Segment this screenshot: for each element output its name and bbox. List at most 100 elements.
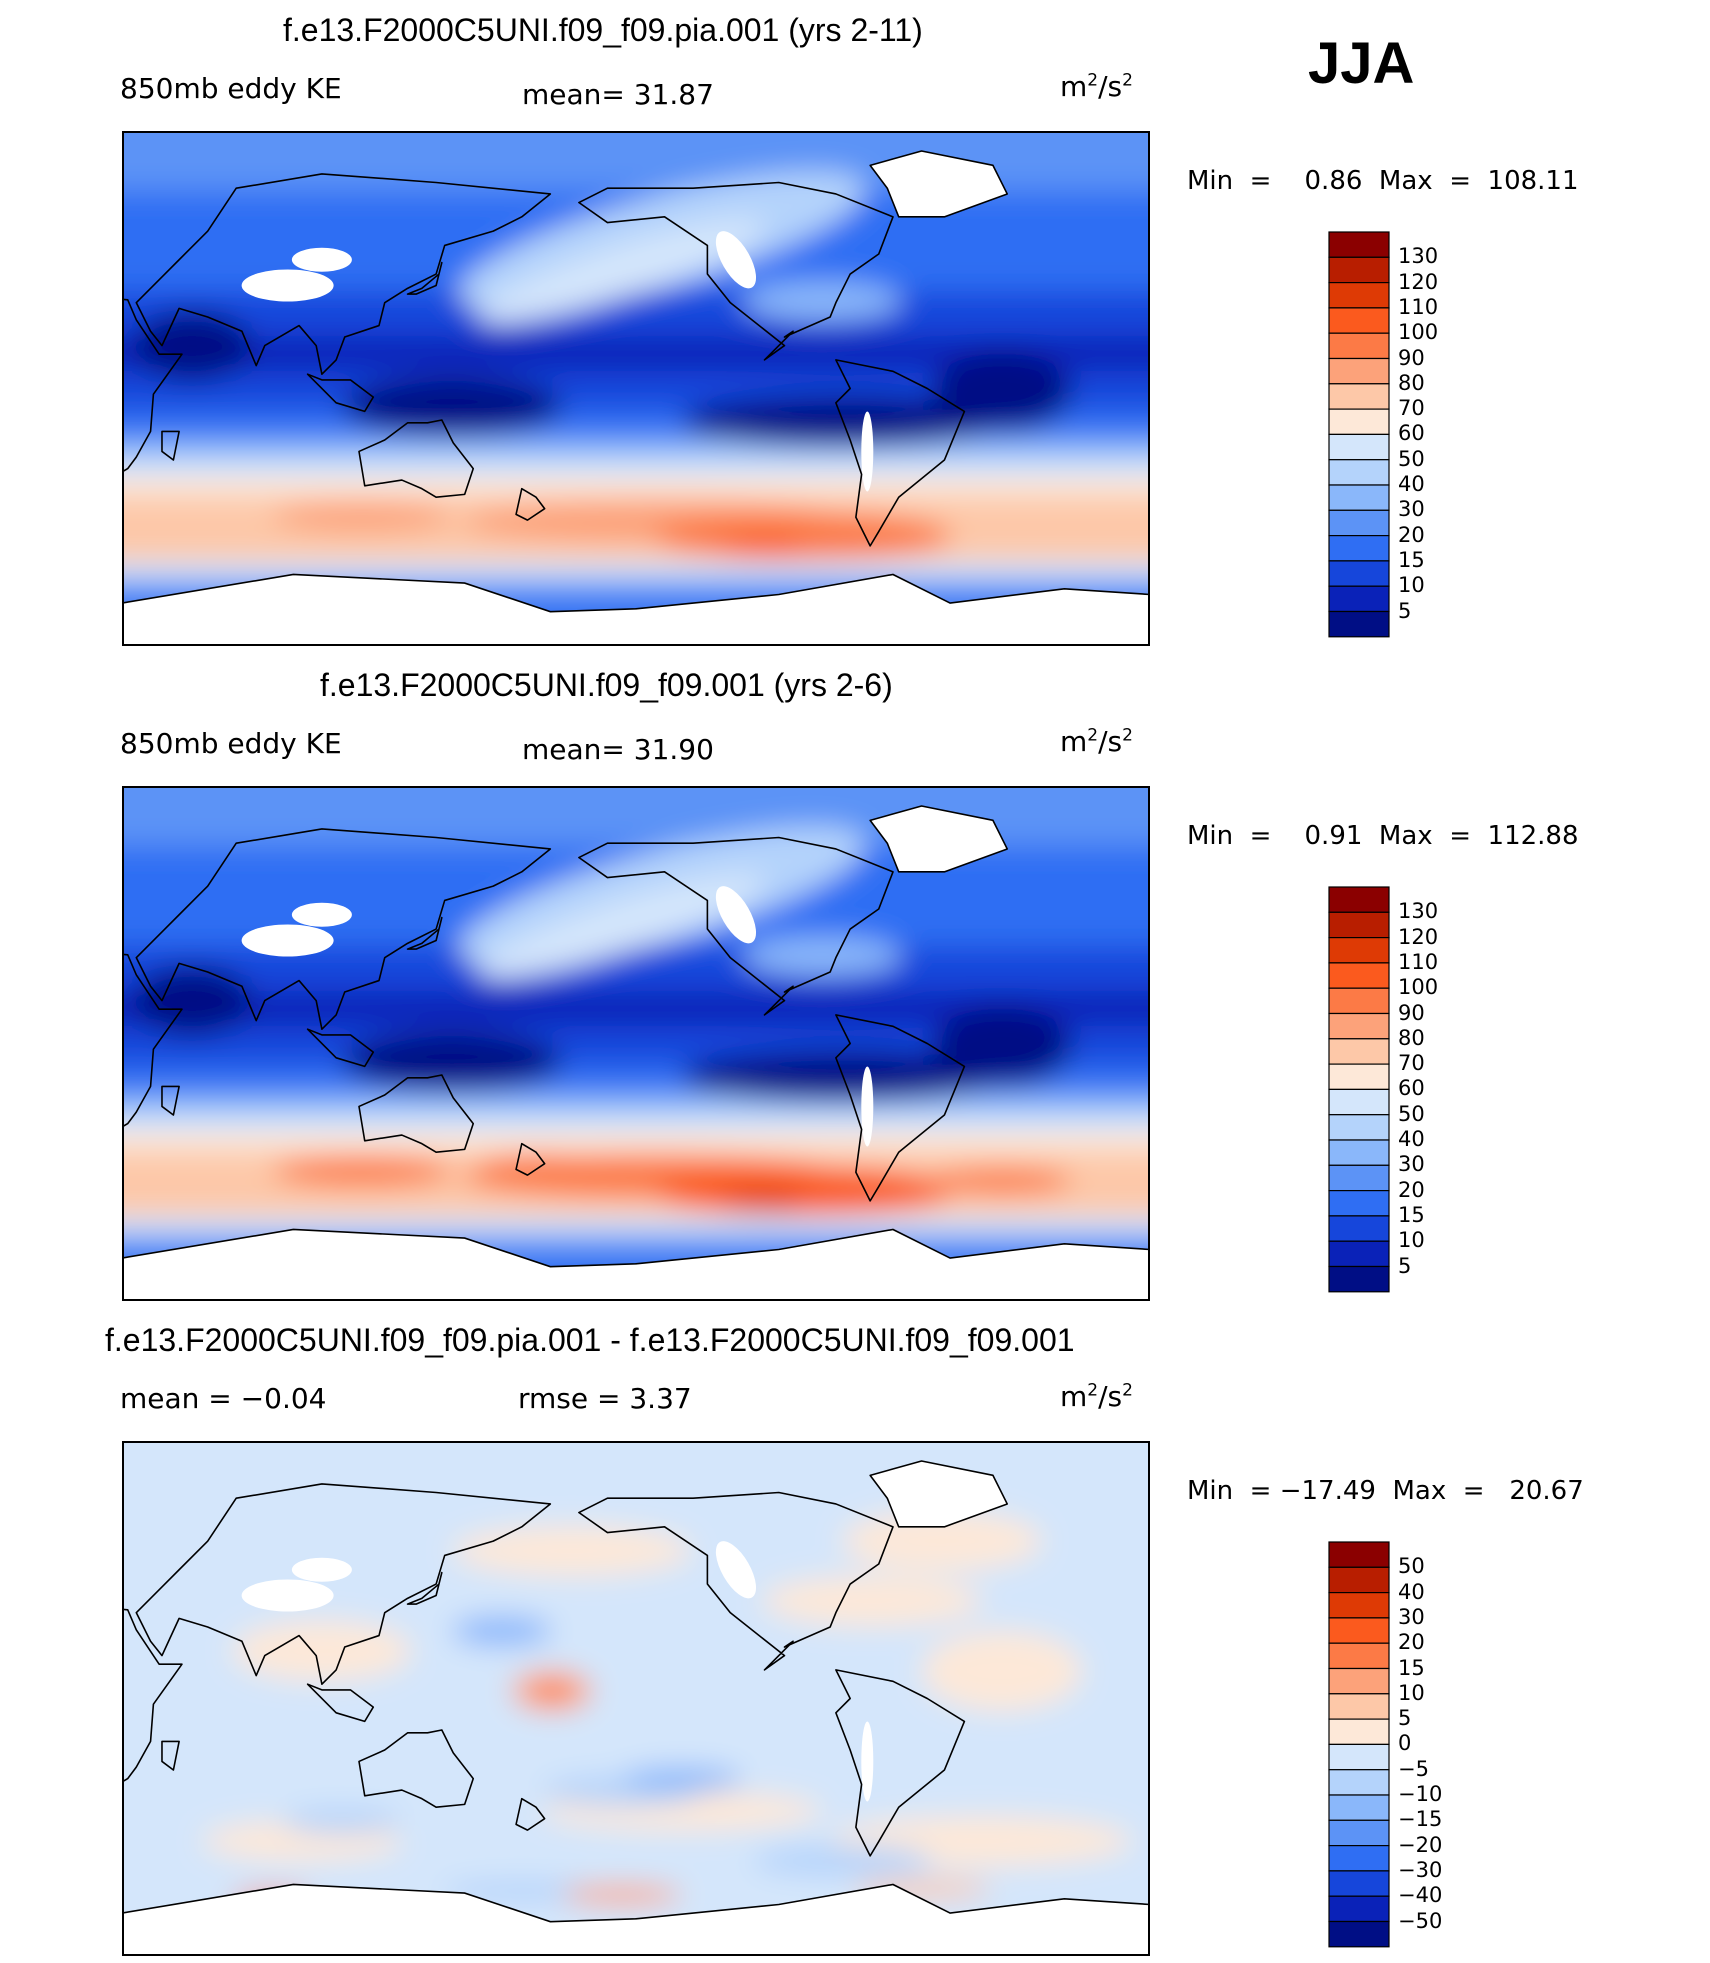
colorbar-tick-label: 90 [1398, 1000, 1425, 1025]
colorbar-tick-label: 130 [1398, 244, 1439, 269]
colorbar-tick-label: −20 [1398, 1832, 1443, 1857]
season-label: JJA [1308, 31, 1415, 96]
panel1-mean-label: mean= 31.87 [522, 78, 714, 111]
colorbar-tick-label: 80 [1398, 370, 1425, 395]
colorbar-swatch [1328, 1190, 1390, 1217]
colorbar-swatch [1328, 911, 1390, 939]
colorbar-tick-label: 130 [1398, 899, 1439, 924]
colorbar-swatch [1328, 962, 1390, 989]
colorbar-tick-label: 70 [1398, 396, 1425, 421]
colorbar-tick-label: 50 [1398, 446, 1425, 471]
panel2-variable-label: 850mb eddy KE [120, 727, 342, 760]
colorbar-tick-label: 0 [1398, 1731, 1412, 1756]
colorbar-swatch [1328, 1088, 1390, 1116]
colorbar-tick-label: 30 [1398, 1604, 1425, 1629]
colorbar-tick-label: 90 [1398, 345, 1425, 370]
colorbar-swatch [1328, 1038, 1390, 1065]
colorbar-swatch [1328, 1743, 1390, 1771]
colorbar-swatch [1328, 1566, 1390, 1594]
panel3-minmax: Min = −17.49 Max = 20.67 [1187, 1476, 1584, 1506]
colorbar-swatch [1328, 1845, 1390, 1872]
colorbar-tick-label: 50 [1398, 1554, 1425, 1579]
panel2-mean-label: mean= 31.90 [522, 733, 714, 766]
colorbar-swatch [1328, 1693, 1390, 1720]
panel1-title: f.e13.F2000C5UNI.f09_f09.pia.001 (yrs 2-… [283, 12, 923, 48]
colorbar-tick-label: 20 [1398, 522, 1425, 547]
colorbar-swatch [1328, 433, 1390, 461]
colorbar-tick-label: 40 [1398, 1579, 1425, 1604]
colorbar-swatch [1328, 1139, 1390, 1166]
colorbar-swatch [1328, 408, 1390, 436]
panel1-variable-label: 850mb eddy KE [120, 72, 342, 105]
colorbar-swatch [1328, 1215, 1390, 1242]
colorbar-swatch [1328, 357, 1390, 385]
colorbar-svg [1328, 231, 1390, 638]
colorbar-svg [1328, 886, 1390, 1293]
colorbar-tick-label: 100 [1398, 975, 1439, 1000]
colorbar-svg [1328, 1541, 1390, 1948]
colorbar-swatch [1328, 987, 1390, 1015]
colorbar-tick-label: 10 [1398, 1228, 1425, 1253]
colorbar-tick-label: 5 [1398, 1253, 1412, 1278]
colorbar-swatch [1328, 610, 1390, 638]
colorbar-tick-label: 110 [1398, 949, 1439, 974]
colorbar-tick-label: 40 [1398, 472, 1425, 496]
colorbar-swatch [1328, 535, 1390, 562]
colorbar-swatch [1328, 1012, 1390, 1040]
colorbar-tick-label: 110 [1398, 294, 1439, 319]
panel2-units: m2/s2 [1060, 725, 1133, 758]
colorbar-tick-label: 10 [1398, 573, 1425, 598]
colorbar-tick-label: −40 [1398, 1883, 1443, 1908]
colorbar-tick-label: 30 [1398, 497, 1425, 522]
colorbar-tick-label: 120 [1398, 269, 1439, 294]
colorbar-swatch [1328, 585, 1390, 613]
colorbar-tick-label: 5 [1398, 1706, 1412, 1731]
panel1-minmax: Min = 0.86 Max = 108.11 [1187, 166, 1579, 196]
colorbar-swatch [1328, 509, 1390, 537]
colorbar-tick-label: −30 [1398, 1857, 1443, 1882]
colorbar-swatch [1328, 484, 1390, 511]
colorbar-swatch [1328, 1718, 1390, 1746]
colorbar-swatch [1328, 1265, 1390, 1293]
colorbar-swatch [1328, 231, 1390, 258]
colorbar-tick-label: 30 [1398, 1152, 1425, 1177]
colorbar-swatch [1328, 1769, 1390, 1796]
colorbar-swatch [1328, 1240, 1390, 1268]
map-svg [122, 1441, 1150, 1956]
colorbar-swatch [1328, 256, 1390, 284]
colorbar-swatch [1328, 383, 1390, 410]
panel2-minmax: Min = 0.91 Max = 112.88 [1187, 821, 1579, 851]
colorbar-swatch [1328, 560, 1390, 587]
panel3-map [122, 1441, 1150, 1956]
colorbar-swatch [1328, 459, 1390, 486]
colorbar-swatch [1328, 1920, 1390, 1948]
colorbar-swatch [1328, 886, 1390, 913]
colorbar-tick-label: 15 [1398, 547, 1425, 572]
colorbar-swatch [1328, 1870, 1390, 1897]
panel1-colorbar: 130 120 110 100 90 80 70 60 50 40 30 20 15 10 5 [1328, 231, 1438, 643]
colorbar-tick-label: 60 [1398, 421, 1425, 446]
colorbar-tick-label: 120 [1398, 924, 1439, 949]
panel3-units: m2/s2 [1060, 1380, 1133, 1413]
colorbar-swatch [1328, 1541, 1390, 1568]
colorbar-swatch [1328, 281, 1390, 309]
colorbar-tick-label: 10 [1398, 1680, 1425, 1705]
panel3-colorbar: 50 40 30 20 15 10 5 0 −5 −10 −15 −20 −30 −40 −50 [1328, 1541, 1442, 1953]
colorbar-tick-label: 50 [1398, 1101, 1425, 1126]
colorbar-tick-label: 60 [1398, 1076, 1425, 1101]
panel3-mean-label: mean = −0.04 [120, 1382, 327, 1415]
panel1-units: m2/s2 [1060, 70, 1133, 103]
map-svg [122, 786, 1150, 1301]
colorbar-tick-label: −5 [1398, 1756, 1429, 1781]
panel3-title: f.e13.F2000C5UNI.f09_f09.pia.001 - f.e13… [105, 1322, 1075, 1358]
colorbar-tick-label: 40 [1398, 1127, 1425, 1151]
colorbar-swatch [1328, 1794, 1390, 1821]
colorbar-tick-label: 80 [1398, 1025, 1425, 1050]
colorbar-tick-label: 15 [1398, 1655, 1425, 1680]
colorbar-swatch [1328, 1063, 1390, 1091]
colorbar-swatch [1328, 1819, 1390, 1847]
colorbar-tick-label: 70 [1398, 1051, 1425, 1076]
colorbar-swatch [1328, 332, 1390, 360]
colorbar-tick-label: −50 [1398, 1908, 1443, 1933]
colorbar-swatch [1328, 1114, 1390, 1141]
